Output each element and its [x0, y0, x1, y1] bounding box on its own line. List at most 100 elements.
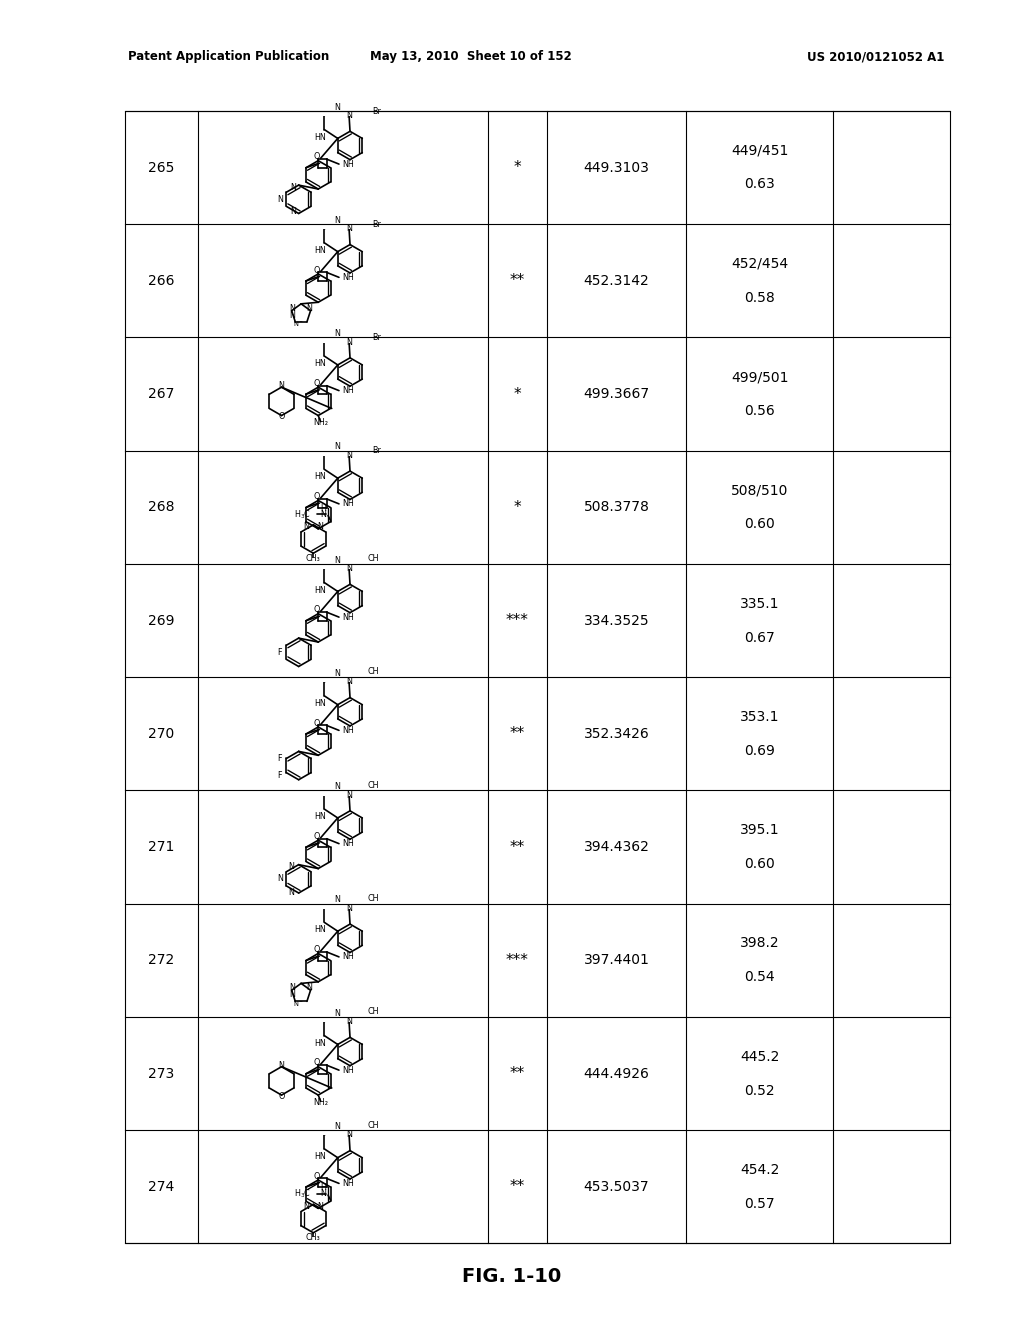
Text: HN: HN	[313, 359, 326, 368]
Text: O: O	[279, 1092, 285, 1101]
Text: O: O	[313, 945, 321, 954]
Text: Br: Br	[373, 220, 381, 228]
Text: NH: NH	[343, 385, 354, 395]
Text: Patent Application Publication: Patent Application Publication	[128, 50, 330, 63]
Text: 453.5037: 453.5037	[584, 1180, 649, 1193]
Text: 398.2: 398.2	[740, 936, 779, 950]
Text: **: **	[510, 1067, 525, 1081]
Text: NH: NH	[343, 499, 354, 508]
Text: 508/510: 508/510	[731, 483, 788, 498]
Text: O: O	[313, 718, 321, 727]
Text: *: *	[514, 387, 521, 401]
Text: F: F	[278, 648, 282, 657]
Text: N: N	[289, 983, 295, 993]
Text: CH: CH	[368, 554, 379, 564]
Text: Br: Br	[373, 107, 381, 116]
Text: Br: Br	[373, 333, 381, 342]
Text: N: N	[290, 182, 296, 191]
Text: N: N	[334, 103, 340, 112]
Text: HN: HN	[313, 586, 326, 595]
Text: HN: HN	[313, 246, 326, 255]
Text: N: N	[334, 442, 340, 451]
Text: N: N	[317, 523, 324, 531]
Text: N: N	[279, 1061, 285, 1071]
Text: 334.3525: 334.3525	[584, 614, 649, 627]
Text: O: O	[313, 152, 321, 161]
Text: O: O	[313, 379, 321, 388]
Text: NH: NH	[343, 1065, 354, 1074]
Text: N: N	[334, 669, 340, 678]
Text: N: N	[346, 450, 352, 459]
Text: H$_3$C: H$_3$C	[294, 1188, 311, 1200]
Text: *: *	[514, 160, 521, 176]
Text: N: N	[334, 1008, 340, 1018]
Text: **: **	[510, 840, 525, 854]
Text: N: N	[346, 338, 352, 347]
Text: H: H	[321, 1183, 326, 1192]
Text: 452/454: 452/454	[731, 257, 788, 271]
Text: NH: NH	[343, 726, 354, 735]
Text: HN: HN	[313, 473, 326, 482]
Text: 265: 265	[148, 161, 174, 174]
Text: 273: 273	[148, 1067, 174, 1081]
Text: 444.4926: 444.4926	[584, 1067, 649, 1081]
Text: N: N	[306, 983, 312, 993]
Text: 272: 272	[148, 953, 174, 968]
Text: 267: 267	[148, 387, 174, 401]
Text: FIG. 1-10: FIG. 1-10	[463, 1267, 561, 1286]
Text: 452.3142: 452.3142	[584, 273, 649, 288]
Text: N: N	[346, 224, 352, 234]
Text: 394.4362: 394.4362	[584, 840, 649, 854]
Text: ***: ***	[506, 612, 528, 628]
Text: 352.3426: 352.3426	[584, 727, 649, 741]
Text: HN: HN	[313, 1152, 326, 1162]
Text: 269: 269	[148, 614, 175, 627]
Text: O: O	[279, 412, 285, 421]
Text: HN: HN	[313, 812, 326, 821]
Text: N: N	[279, 381, 285, 391]
Text: N$^-$: N$^-$	[293, 999, 304, 1007]
Text: N: N	[306, 304, 312, 313]
Text: NH: NH	[343, 612, 354, 622]
Text: 0.57: 0.57	[744, 1197, 775, 1210]
Text: O: O	[313, 492, 321, 502]
Text: O: O	[313, 606, 321, 614]
Text: 449/451: 449/451	[731, 144, 788, 157]
Text: N: N	[346, 904, 352, 913]
Text: N: N	[334, 556, 340, 565]
Text: NH₂: NH₂	[313, 418, 328, 428]
Text: CH: CH	[368, 780, 379, 789]
Text: 0.69: 0.69	[744, 743, 775, 758]
Text: **: **	[510, 1179, 525, 1195]
Text: N: N	[334, 1122, 340, 1131]
Text: N: N	[289, 310, 295, 319]
Text: 0.60: 0.60	[744, 517, 775, 531]
Text: N: N	[289, 862, 295, 871]
Text: N: N	[303, 1201, 309, 1210]
Text: 353.1: 353.1	[740, 710, 779, 723]
Text: HN: HN	[313, 1039, 326, 1048]
Text: N: N	[346, 1016, 352, 1026]
Text: N: N	[346, 111, 352, 120]
Text: 266: 266	[148, 273, 175, 288]
Text: CH₃: CH₃	[306, 553, 321, 562]
Text: 508.3778: 508.3778	[584, 500, 649, 515]
Text: 397.4401: 397.4401	[584, 953, 649, 968]
Text: N: N	[290, 207, 296, 216]
Text: N: N	[321, 1189, 326, 1199]
Text: N: N	[334, 895, 340, 904]
Text: NH₂: NH₂	[313, 1098, 328, 1107]
Text: NH: NH	[343, 1179, 354, 1188]
Text: US 2010/0121052 A1: US 2010/0121052 A1	[807, 50, 944, 63]
Text: N: N	[289, 887, 295, 896]
Text: 274: 274	[148, 1180, 174, 1193]
Text: 0.67: 0.67	[744, 631, 775, 644]
Text: N: N	[303, 523, 309, 531]
Text: 454.2: 454.2	[740, 1163, 779, 1177]
Text: 449.3103: 449.3103	[584, 161, 649, 174]
Text: 0.63: 0.63	[744, 177, 775, 191]
Text: Br: Br	[373, 446, 381, 455]
Text: O: O	[313, 1172, 321, 1180]
Text: N$^-$: N$^-$	[293, 319, 304, 329]
Text: N: N	[321, 510, 326, 519]
